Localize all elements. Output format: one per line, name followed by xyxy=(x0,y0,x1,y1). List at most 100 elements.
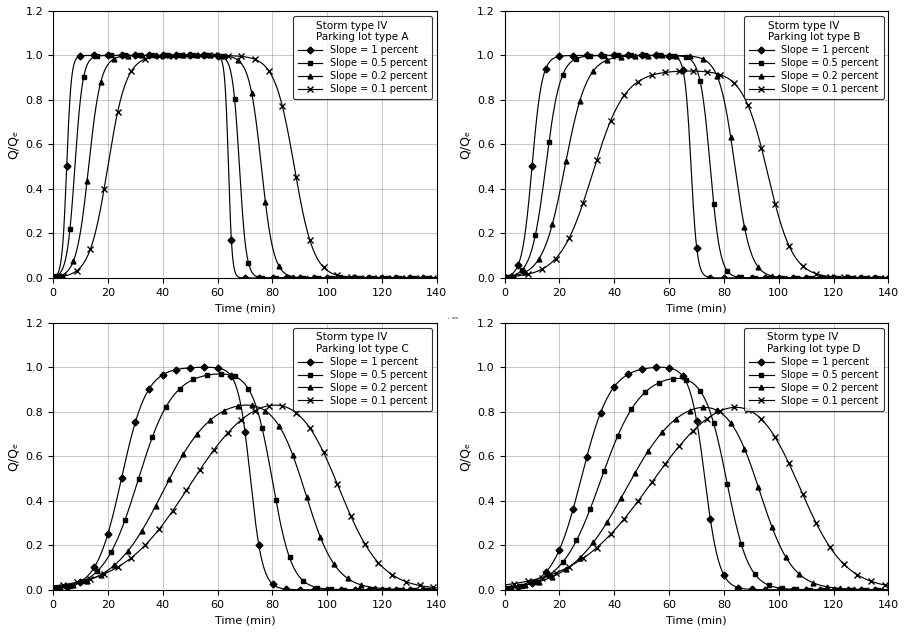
Y-axis label: Q/Qₑ: Q/Qₑ xyxy=(7,130,20,159)
Slope = 0.5 percent xyxy=(426,274,437,282)
Slope = 0.2 percent xyxy=(241,401,252,409)
Slope = 0.5 percent xyxy=(431,274,442,282)
Slope = 0.1 percent xyxy=(499,273,510,281)
Slope = 0.1 percent xyxy=(878,581,889,588)
Line: Slope = 0.1 percent: Slope = 0.1 percent xyxy=(502,68,892,281)
Slope = 0.2 percent xyxy=(657,52,668,59)
Slope = 0.2 percent xyxy=(140,520,151,528)
Slope = 0.2 percent xyxy=(180,52,191,59)
Slope = 1 percent xyxy=(140,52,151,59)
Slope = 0.2 percent xyxy=(883,586,894,593)
Slope = 1 percent xyxy=(431,274,442,282)
Line: Slope = 0.5 percent: Slope = 0.5 percent xyxy=(502,376,891,592)
Slope = 0.5 percent xyxy=(631,52,642,59)
Text: · ᶜᶜ: · ᶜᶜ xyxy=(448,315,458,324)
Slope = 1 percent xyxy=(140,391,151,398)
Slope = 0.1 percent xyxy=(193,52,204,59)
Slope = 0.2 percent xyxy=(47,274,58,281)
Slope = 0.2 percent xyxy=(249,402,260,410)
Slope = 1 percent xyxy=(426,274,437,282)
Slope = 0.1 percent xyxy=(677,439,688,447)
Slope = 1 percent xyxy=(249,512,260,520)
Slope = 0.1 percent xyxy=(700,416,711,423)
Slope = 0.5 percent xyxy=(677,52,688,60)
Line: Slope = 1 percent: Slope = 1 percent xyxy=(51,365,439,592)
Slope = 1 percent xyxy=(426,586,437,593)
Slope = 0.5 percent xyxy=(360,274,371,282)
Slope = 0.5 percent xyxy=(878,586,889,593)
Slope = 0.1 percent xyxy=(701,68,712,76)
Slope = 1 percent xyxy=(47,585,58,593)
Slope = 0.2 percent xyxy=(701,58,712,65)
Slope = 0.1 percent xyxy=(883,582,894,590)
Slope = 1 percent xyxy=(200,363,211,371)
Slope = 0.2 percent xyxy=(499,273,510,281)
Slope = 0.2 percent xyxy=(431,586,442,593)
Slope = 1 percent xyxy=(180,52,191,59)
Slope = 1 percent xyxy=(225,372,236,379)
Slope = 0.1 percent xyxy=(883,274,894,282)
Slope = 0.1 percent xyxy=(431,274,442,282)
Slope = 1 percent xyxy=(883,274,894,282)
Slope = 0.5 percent xyxy=(811,274,822,282)
Slope = 0.1 percent xyxy=(631,79,642,87)
Slope = 0.1 percent xyxy=(249,407,260,415)
Slope = 0.2 percent xyxy=(360,582,371,590)
Legend: Slope = 1 percent, Slope = 0.5 percent, Slope = 0.2 percent, Slope = 0.1 percent: Slope = 1 percent, Slope = 0.5 percent, … xyxy=(293,16,432,99)
Line: Slope = 1 percent: Slope = 1 percent xyxy=(51,53,439,281)
Slope = 0.5 percent xyxy=(249,398,260,406)
Slope = 0.5 percent xyxy=(140,52,151,59)
Slope = 0.2 percent xyxy=(593,63,603,70)
Slope = 0.2 percent xyxy=(431,274,442,282)
Slope = 0.1 percent xyxy=(270,401,281,409)
Slope = 1 percent xyxy=(631,367,642,374)
Slope = 0.1 percent xyxy=(730,404,741,411)
Slope = 1 percent xyxy=(593,417,603,425)
Line: Slope = 1 percent: Slope = 1 percent xyxy=(502,53,891,281)
Y-axis label: Q/Qₑ: Q/Qₑ xyxy=(458,130,471,159)
Slope = 0.5 percent xyxy=(179,380,190,388)
Slope = 0.1 percent xyxy=(499,581,510,589)
Slope = 0.5 percent xyxy=(47,585,58,592)
Slope = 0.5 percent xyxy=(499,585,510,592)
Slope = 0.1 percent xyxy=(179,52,190,59)
Line: Slope = 0.5 percent: Slope = 0.5 percent xyxy=(51,372,439,592)
Slope = 1 percent xyxy=(360,274,371,282)
Slope = 0.1 percent xyxy=(684,67,695,75)
Legend: Slope = 1 percent, Slope = 0.5 percent, Slope = 0.2 percent, Slope = 0.1 percent: Slope = 1 percent, Slope = 0.5 percent, … xyxy=(745,16,883,99)
Slope = 0.1 percent xyxy=(878,274,889,282)
Slope = 1 percent xyxy=(499,585,510,592)
Slope = 0.5 percent xyxy=(878,274,889,282)
Slope = 0.2 percent xyxy=(593,533,603,540)
Y-axis label: Q/Qₑ: Q/Qₑ xyxy=(458,442,471,471)
Slope = 0.5 percent xyxy=(180,52,191,59)
Slope = 1 percent xyxy=(701,272,712,280)
Slope = 0.5 percent xyxy=(47,273,58,281)
Slope = 0.5 percent xyxy=(215,370,226,378)
X-axis label: Time (min): Time (min) xyxy=(215,303,275,313)
Slope = 0.2 percent xyxy=(883,274,894,282)
Slope = 1 percent xyxy=(249,274,260,282)
Slope = 0.2 percent xyxy=(169,52,180,59)
Slope = 0.2 percent xyxy=(225,53,236,61)
Slope = 0.5 percent xyxy=(701,398,712,406)
Slope = 1 percent xyxy=(145,52,156,59)
Slope = 0.2 percent xyxy=(426,586,437,593)
Slope = 1 percent xyxy=(701,486,712,494)
Slope = 0.2 percent xyxy=(47,583,58,591)
Slope = 0.1 percent xyxy=(360,540,371,547)
Slope = 1 percent xyxy=(431,586,442,593)
Slope = 0.5 percent xyxy=(249,272,260,279)
Slope = 0.5 percent xyxy=(225,67,236,75)
Slope = 0.2 percent xyxy=(701,404,712,411)
Slope = 0.2 percent xyxy=(699,404,709,411)
Slope = 0.1 percent xyxy=(140,540,151,548)
Slope = 0.5 percent xyxy=(499,274,510,281)
Slope = 0.1 percent xyxy=(225,427,236,434)
Slope = 0.2 percent xyxy=(426,274,437,282)
Slope = 0.2 percent xyxy=(249,107,260,115)
Legend: Slope = 1 percent, Slope = 0.5 percent, Slope = 0.2 percent, Slope = 0.1 percent: Slope = 1 percent, Slope = 0.5 percent, … xyxy=(745,327,883,411)
Slope = 0.1 percent xyxy=(426,274,437,282)
Slope = 0.2 percent xyxy=(225,404,236,412)
Slope = 0.2 percent xyxy=(631,52,642,59)
